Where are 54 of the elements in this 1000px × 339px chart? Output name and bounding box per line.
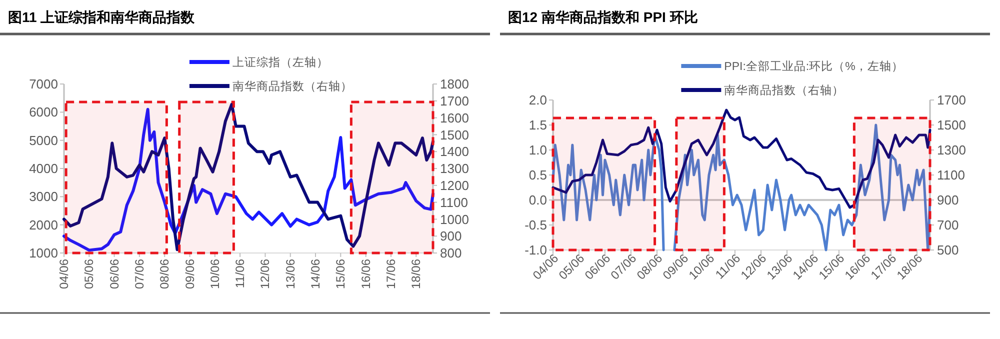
x-tick-label: 18/06 — [409, 258, 424, 290]
chart-title: 图11 上证综指和南华商品指数 — [8, 9, 196, 25]
x-tick-label: 10/06 — [208, 258, 222, 290]
x-tick-label: 12/06 — [258, 258, 272, 290]
y-tick-label: 2000 — [29, 217, 58, 232]
y2-tick-label: 1500 — [937, 118, 966, 133]
y-tick-label: 1000 — [29, 246, 58, 261]
y2-tick-label: 1100 — [440, 194, 468, 210]
y2-tick-label: 1100 — [937, 168, 965, 183]
y2-tick-label: 1800 — [440, 76, 469, 92]
x-tick-label: 11/06 — [233, 258, 248, 288]
legend-label: 上证综指（左轴） — [232, 55, 328, 70]
y-tick-label: 7000 — [29, 76, 58, 92]
y-tick-label: 0.0 — [528, 192, 547, 208]
x-tick-label: 13/06 — [283, 258, 298, 290]
y2-tick-label: 500 — [937, 242, 959, 258]
y-tick-label: 3000 — [29, 189, 58, 204]
x-tick-label: 16/06 — [358, 258, 373, 290]
y2-tick-label: 1600 — [440, 110, 469, 126]
y2-tick-label: 1000 — [440, 212, 469, 227]
legend-label: 南华商品指数（右轴） — [232, 79, 352, 94]
x-tick-label: 17/06 — [384, 258, 398, 290]
y2-tick-label: 1300 — [937, 142, 966, 158]
y2-tick-label: 1700 — [440, 93, 469, 108]
y-tick-label: 4000 — [29, 161, 58, 176]
y-tick-label: 0.5 — [528, 168, 547, 183]
y2-tick-label: 1400 — [440, 144, 469, 160]
x-tick-label: 15/06 — [334, 258, 348, 290]
y2-tick-label: 1500 — [440, 127, 469, 142]
y2-tick-label: 900 — [937, 192, 959, 208]
x-tick-label: 05/06 — [82, 258, 96, 290]
x-tick-label: 07/06 — [132, 258, 146, 290]
legend-label: 南华商品指数（右轴） — [724, 83, 844, 98]
y-tick-label: 2.0 — [528, 92, 547, 108]
y-tick-label: -1.0 — [524, 242, 547, 258]
y2-tick-label: 1200 — [440, 178, 469, 193]
y-tick-label: 1.0 — [528, 142, 547, 158]
y-tick-label: 5000 — [29, 132, 58, 148]
chart-title: 图12 南华商品指数和 PPI 环比 — [508, 9, 698, 25]
y-tick-label: 6000 — [29, 104, 58, 120]
x-tick-label: 04/06 — [57, 258, 71, 290]
x-tick-label: 06/06 — [107, 258, 122, 290]
y2-tick-label: 800 — [440, 246, 462, 261]
x-tick-label: 08/06 — [158, 258, 172, 290]
y-tick-label: 1.5 — [528, 118, 547, 133]
x-tick-label: 14/06 — [308, 258, 323, 290]
y2-tick-label: 700 — [937, 218, 959, 233]
y-tick-label: -0.5 — [524, 218, 547, 233]
y2-tick-label: 1300 — [440, 161, 469, 176]
line-series — [552, 108, 932, 209]
y2-tick-label: 900 — [440, 228, 462, 244]
legend-label: PPI:全部工业品:环比（%，左轴） — [724, 59, 904, 74]
x-tick-label: 09/06 — [182, 258, 197, 290]
y2-tick-label: 1700 — [937, 92, 966, 108]
